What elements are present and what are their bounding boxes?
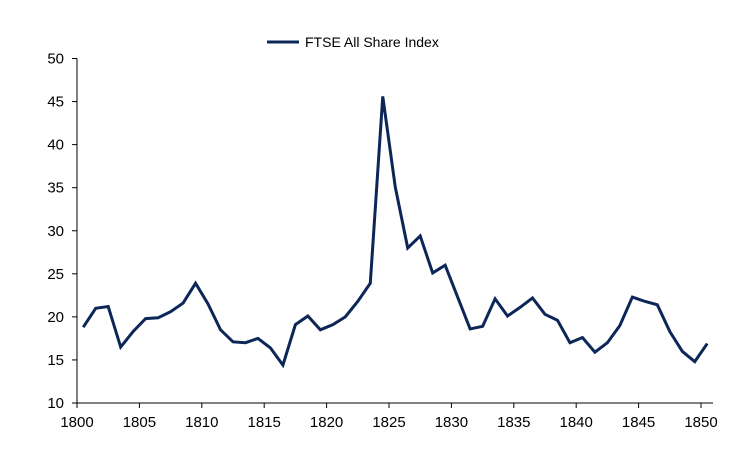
x-tick-label: 1830	[435, 414, 468, 431]
x-tick-label: 1815	[248, 414, 281, 431]
y-tick-label: 50	[47, 51, 64, 68]
x-tick-label: 1820	[310, 414, 343, 431]
y-tick-label: 45	[47, 94, 64, 111]
x-tick-label: 1800	[60, 414, 93, 431]
y-tick-label: 40	[47, 137, 64, 154]
x-tick-label: 1835	[497, 414, 530, 431]
y-tick-label: 30	[47, 223, 64, 240]
series-line-ftse-all-share-index	[81, 96, 709, 369]
x-tick-label: 1850	[684, 414, 717, 431]
x-tick-label: 1845	[622, 414, 655, 431]
legend-label: FTSE All Share Index	[305, 34, 439, 50]
x-tick-label: 1810	[185, 414, 218, 431]
y-tick-label: 15	[47, 352, 64, 369]
y-tick-label: 35	[47, 180, 64, 197]
y-tick-label: 10	[47, 395, 64, 412]
x-tick-label: 1805	[123, 414, 156, 431]
y-tick-label: 20	[47, 309, 64, 326]
y-tick-label: 25	[47, 266, 64, 283]
x-tick-label: 1840	[560, 414, 593, 431]
x-tick-label: 1825	[372, 414, 405, 431]
legend: FTSE All Share Index	[267, 34, 439, 50]
